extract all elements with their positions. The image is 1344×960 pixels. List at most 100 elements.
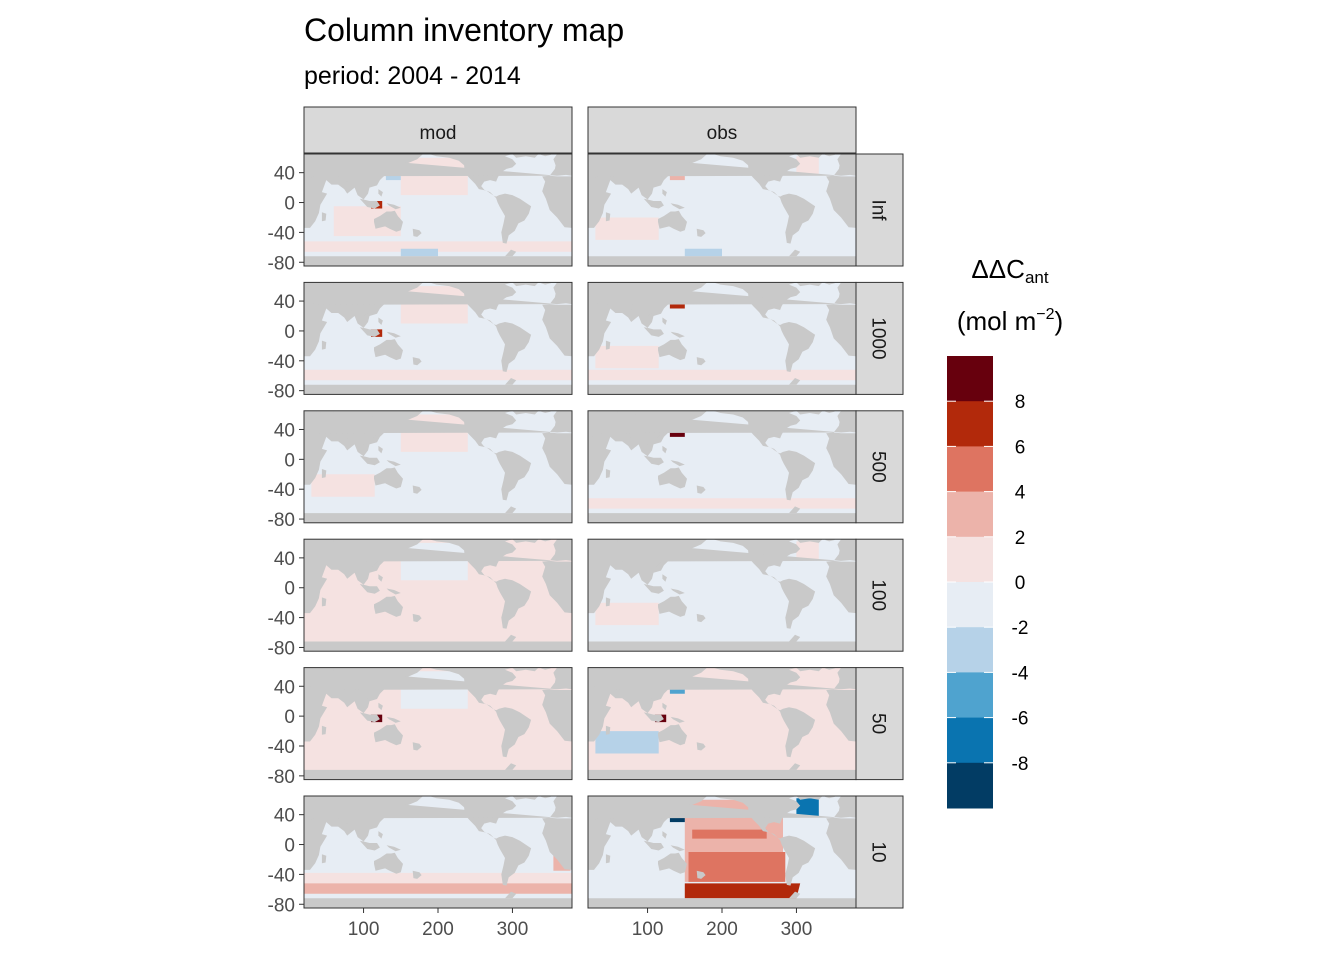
- chart-subtitle: period: 2004 - 2014: [304, 62, 521, 90]
- land-mass: [658, 339, 687, 361]
- panel-border: [587, 410, 857, 524]
- y-tick-label: -40: [268, 352, 295, 373]
- y-tick-label: 0: [284, 194, 295, 215]
- land-mass: [304, 539, 572, 565]
- land-mass: [429, 410, 532, 501]
- land-mass: [658, 852, 687, 874]
- anomaly-region: [595, 217, 659, 240]
- land-mass: [588, 384, 856, 395]
- land-mass: [374, 467, 403, 489]
- facet-strip-500: [855, 410, 904, 524]
- y-tick-label: -40: [268, 609, 295, 630]
- panel-border: [587, 153, 857, 267]
- x-tick-label: 200: [706, 919, 738, 940]
- anomaly-region: [688, 852, 786, 882]
- land-mass: [359, 198, 380, 209]
- land-mass: [588, 410, 856, 437]
- x-tick-label: 100: [348, 919, 380, 940]
- y-tick-label: 40: [274, 292, 295, 313]
- y-tick-label: 0: [284, 322, 295, 343]
- land-mass: [321, 725, 327, 735]
- land-mass: [789, 763, 801, 770]
- land-mass: [378, 189, 383, 197]
- land-mass: [386, 588, 401, 595]
- land-mass: [412, 485, 422, 494]
- land-mass: [696, 485, 706, 494]
- land-mass: [588, 256, 856, 266]
- land-mass: [605, 340, 611, 350]
- legend-label: -2: [1012, 618, 1029, 639]
- land-mass: [824, 796, 836, 799]
- anomaly-region: [588, 498, 856, 509]
- land-mass: [540, 796, 552, 799]
- land-mass: [505, 763, 517, 770]
- anomaly-region: [796, 156, 819, 175]
- legend-swatch: [947, 356, 993, 402]
- y-tick-label: 40: [274, 806, 295, 827]
- facet-strip-obs: [587, 106, 857, 154]
- land-mass: [824, 539, 836, 542]
- map-panel-mod-Inf: [304, 154, 572, 266]
- land-mass: [713, 667, 816, 758]
- land-mass: [304, 154, 572, 180]
- land-mass: [789, 891, 801, 899]
- y-tick-label: -40: [268, 480, 295, 501]
- land-mass: [670, 588, 685, 595]
- anomaly-region: [304, 626, 572, 637]
- land-mass: [321, 212, 327, 222]
- land-mass: [662, 317, 667, 325]
- land-mass: [588, 796, 856, 822]
- y-tick-label: -40: [268, 223, 295, 244]
- land-mass: [378, 574, 383, 582]
- land-mass: [662, 831, 667, 839]
- land-mass: [429, 667, 532, 758]
- land-mass: [386, 716, 401, 723]
- legend-swatch: [947, 672, 993, 719]
- anomaly-region: [304, 241, 572, 252]
- land-mass: [670, 460, 685, 467]
- facet-row-label: 50: [868, 713, 889, 734]
- legend-label: -8: [1012, 754, 1029, 775]
- y-tick-label: 40: [274, 677, 295, 698]
- anomaly-region: [796, 798, 819, 817]
- legend-label: -4: [1012, 663, 1029, 684]
- land-mass: [713, 796, 816, 886]
- land-mass: [359, 455, 380, 466]
- land-mass: [505, 891, 517, 899]
- y-tick-label: -40: [268, 737, 295, 758]
- legend-label: 6: [1015, 437, 1026, 458]
- land-mass: [588, 539, 856, 565]
- legend-label: -6: [1012, 709, 1029, 730]
- land-mass: [374, 595, 403, 617]
- land-mass: [713, 410, 816, 501]
- map-panel-mod-10: [304, 796, 572, 908]
- map-panel-mod-100: [304, 539, 572, 652]
- land-mass: [540, 282, 552, 285]
- legend-label: 4: [1015, 483, 1026, 504]
- facet-strip-10: [855, 795, 904, 909]
- land-mass: [505, 378, 517, 385]
- legend-swatch: [947, 582, 993, 628]
- panel-border: [303, 410, 573, 524]
- land-mass: [359, 712, 380, 723]
- land-mass: [386, 845, 401, 852]
- land-mass: [412, 228, 422, 237]
- land-mass: [429, 154, 532, 244]
- land-mass: [826, 689, 856, 742]
- land-mass: [796, 154, 823, 158]
- y-tick-label: 0: [284, 707, 295, 728]
- land-mass: [386, 460, 401, 467]
- land-mass: [542, 560, 572, 614]
- land-mass: [826, 560, 856, 614]
- land-mass: [658, 210, 687, 232]
- land-mass: [378, 317, 383, 325]
- land-mass: [826, 304, 856, 357]
- land-mass: [386, 203, 401, 210]
- land-mass: [789, 249, 801, 257]
- facet-strip-100: [855, 538, 904, 652]
- anomaly-region: [684, 883, 801, 899]
- land-mass: [713, 154, 816, 244]
- y-tick-label: -80: [268, 767, 295, 788]
- land-mass: [826, 432, 856, 485]
- land-mass: [359, 327, 380, 337]
